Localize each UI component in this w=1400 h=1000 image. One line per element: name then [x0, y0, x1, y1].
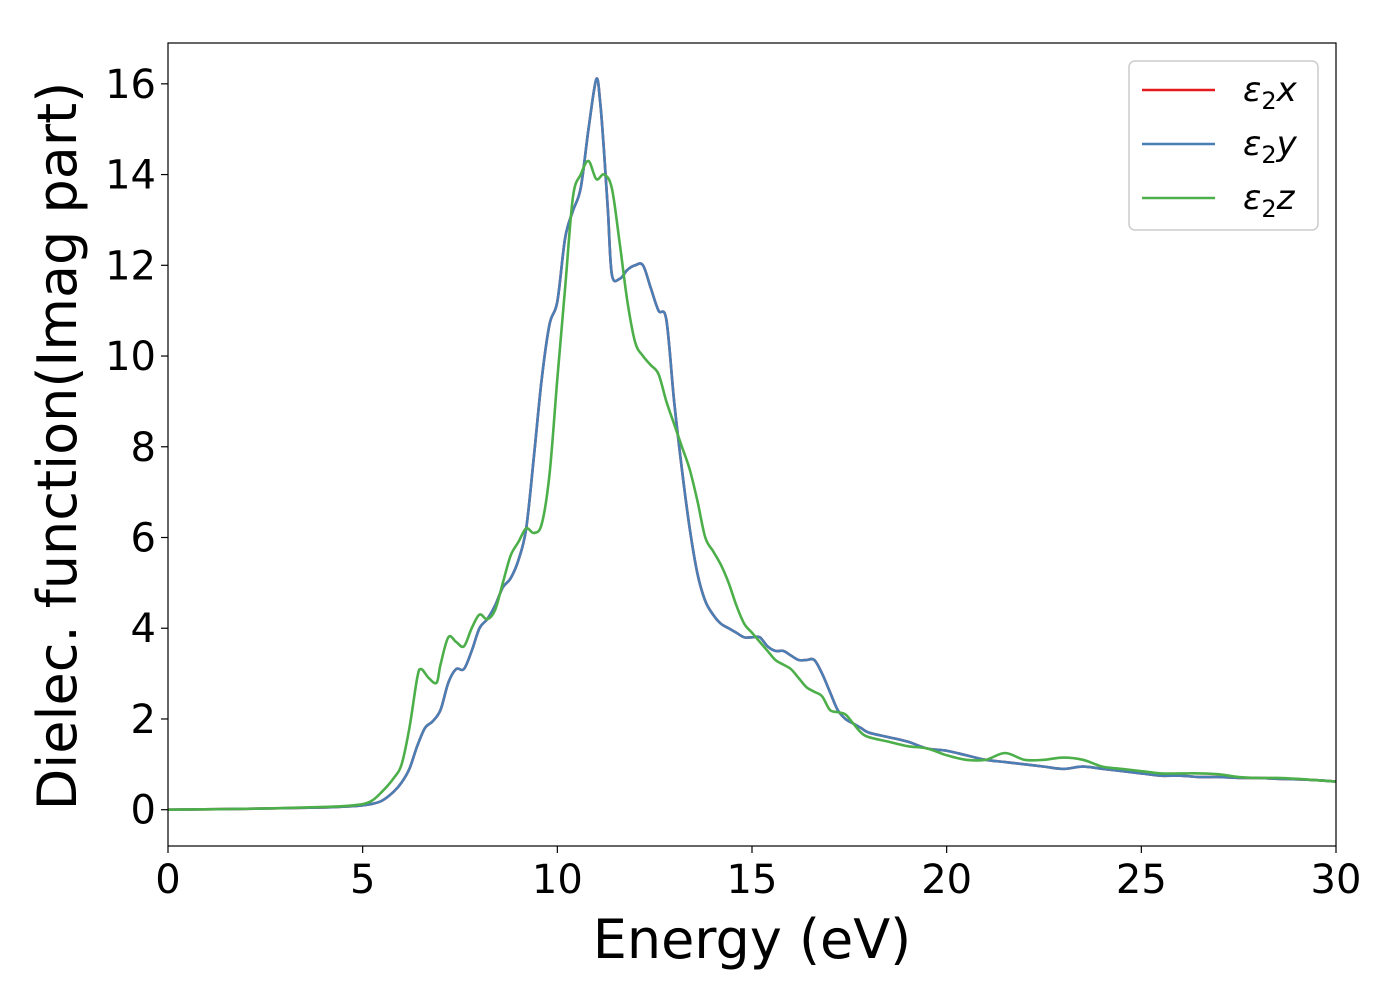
legend-label-x: ε2x [1243, 70, 1298, 115]
x-tick-label: 25 [1116, 857, 1167, 903]
y-axis: 0 2 4 6 8 10 12 14 16 [105, 62, 168, 834]
y-axis-title: Dielec. function(Imag part) [26, 82, 89, 811]
x-tick-label: 15 [727, 857, 778, 903]
y-tick-label: 6 [131, 516, 156, 562]
legend-label-z: ε2z [1243, 178, 1296, 223]
x-axis-title: Energy (eV) [593, 908, 912, 971]
x-tick-label: 20 [921, 857, 972, 903]
series-line-z [168, 159, 1336, 812]
legend-box [1128, 60, 1319, 231]
y-tick-label: 0 [131, 788, 156, 834]
x-tick-label: 30 [1311, 857, 1362, 903]
series-line-y [168, 77, 1336, 812]
y-tick-label: 12 [105, 243, 156, 289]
y-tick-label: 8 [131, 425, 156, 471]
legend-label-y: ε2y [1243, 124, 1298, 169]
x-tick-label: 10 [532, 857, 583, 903]
y-tick-label: 4 [131, 606, 156, 652]
y-tick-label: 14 [105, 153, 156, 199]
legend: ε2x ε2y ε2z [1128, 60, 1319, 231]
y-tick-label: 2 [131, 697, 156, 743]
x-axis: 0 5 10 15 20 25 30 [155, 846, 1361, 903]
y-tick-label: 10 [105, 334, 156, 380]
y-tick-label: 16 [105, 62, 156, 108]
x-tick-label: 5 [350, 857, 375, 903]
x-tick-label: 0 [155, 857, 180, 903]
series-group [168, 77, 1336, 812]
